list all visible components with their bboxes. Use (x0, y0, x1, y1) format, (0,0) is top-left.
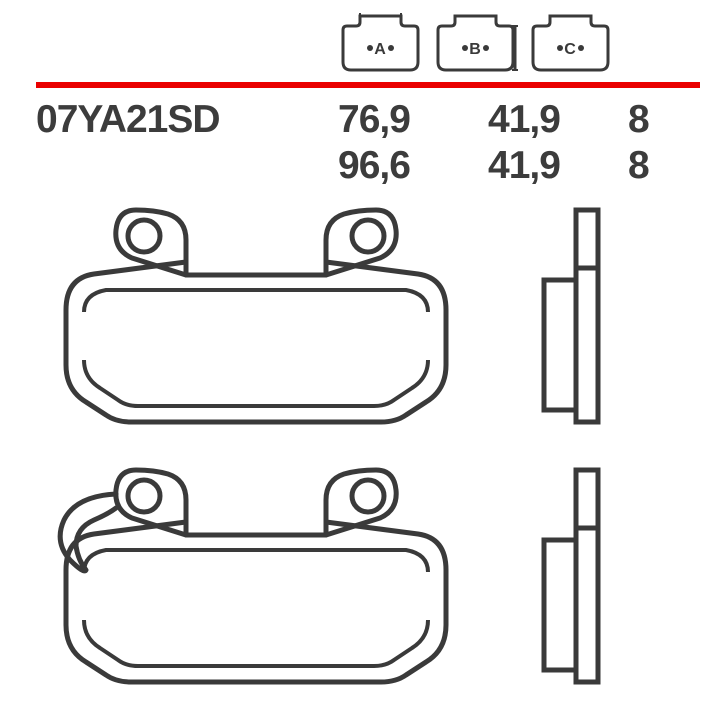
dim-height-1: 41,9 (488, 98, 628, 142)
dim-width-1: 76,9 (338, 98, 488, 142)
brake-pad-side-2 (516, 460, 656, 690)
part-number: 07YA21SD (36, 98, 338, 188)
dimension-icon-a: A (338, 12, 423, 74)
brake-pad-front-1 (36, 200, 486, 430)
dimension-icons-row: A B C (338, 12, 613, 74)
dim-thick-1: 8 (628, 98, 688, 142)
dimension-height-col: 41,9 41,9 (488, 98, 628, 188)
svg-text:B: B (469, 41, 481, 58)
dimension-icon-c: C (528, 12, 613, 74)
dimension-icon-b: B (433, 12, 518, 74)
pad-row-2 (36, 460, 700, 690)
brake-pad-side-1 (516, 200, 656, 430)
dim-thick-2: 8 (628, 144, 688, 188)
brake-pad-diagrams (36, 200, 700, 720)
pad-row-1 (36, 200, 700, 430)
dim-height-2: 41,9 (488, 144, 628, 188)
specifications-row: 07YA21SD 76,9 96,6 41,9 41,9 8 8 (36, 98, 700, 188)
dimension-thickness-col: 8 8 (628, 98, 688, 188)
svg-text:A: A (374, 41, 386, 58)
product-diagram-container: A B C 07YA21SD 76,9 96,6 (0, 0, 724, 724)
brake-pad-front-2 (36, 460, 486, 690)
dim-width-2: 96,6 (338, 144, 488, 188)
dimension-width-col: 76,9 96,6 (338, 98, 488, 188)
divider-line (36, 82, 700, 88)
svg-text:C: C (564, 41, 576, 58)
